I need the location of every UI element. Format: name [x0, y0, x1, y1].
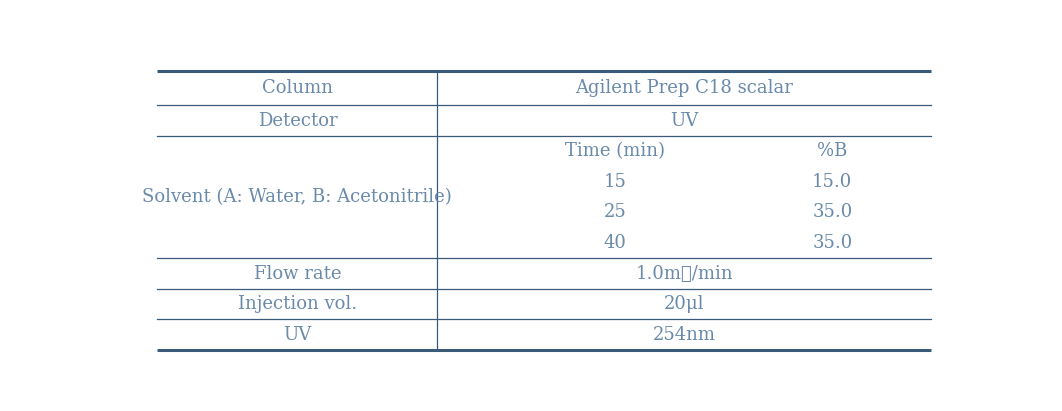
- Text: Detector: Detector: [258, 112, 337, 130]
- Text: 1.0mℓ/min: 1.0mℓ/min: [635, 265, 733, 282]
- Text: 15: 15: [603, 173, 627, 191]
- Text: 254nm: 254nm: [653, 326, 716, 344]
- Text: Agilent Prep C18 scalar: Agilent Prep C18 scalar: [576, 79, 793, 97]
- Text: 15.0: 15.0: [812, 173, 853, 191]
- Text: Solvent (A: Water, B: Acetonitrile): Solvent (A: Water, B: Acetonitrile): [142, 188, 452, 206]
- Text: UV: UV: [670, 112, 699, 130]
- Text: %B: %B: [817, 142, 847, 160]
- Text: 40: 40: [603, 234, 627, 252]
- Text: Column: Column: [262, 79, 332, 97]
- Text: 35.0: 35.0: [812, 234, 853, 252]
- Text: 20μl: 20μl: [664, 295, 704, 313]
- Text: 35.0: 35.0: [812, 203, 853, 222]
- Text: Flow rate: Flow rate: [254, 265, 341, 282]
- Text: UV: UV: [284, 326, 311, 344]
- Text: 25: 25: [603, 203, 627, 222]
- Text: Time (min): Time (min): [565, 142, 665, 160]
- Text: Injection vol.: Injection vol.: [238, 295, 357, 313]
